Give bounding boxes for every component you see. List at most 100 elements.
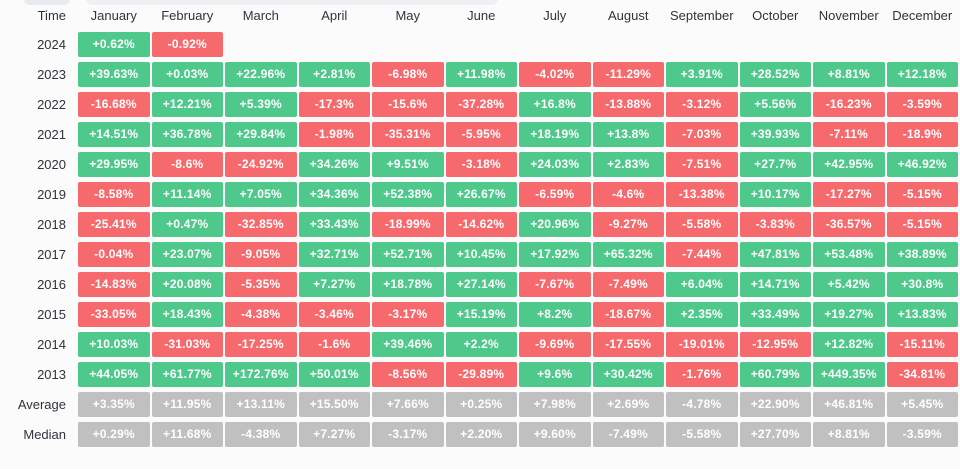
return-cell: -8.56% bbox=[372, 362, 444, 387]
return-cell: +44.05% bbox=[78, 362, 150, 387]
row-label: 2020 bbox=[37, 157, 66, 172]
column-header: May bbox=[395, 8, 421, 23]
return-cell: -4.38% bbox=[225, 302, 297, 327]
return-cell: +7.66% bbox=[372, 392, 444, 417]
return-cell: +16.8% bbox=[519, 92, 591, 117]
return-cell: -7.51% bbox=[666, 152, 738, 177]
return-cell: -7.03% bbox=[666, 122, 738, 147]
return-cell: +10.45% bbox=[445, 242, 517, 267]
monthly-returns-heatmap: Time January February March April May June Jul… bbox=[0, 6, 958, 447]
column-header: February bbox=[161, 8, 214, 23]
column-header: March bbox=[242, 8, 279, 23]
return-cell: +61.77% bbox=[151, 362, 223, 387]
return-cell: -9.05% bbox=[225, 242, 297, 267]
return-cell: +8.81% bbox=[813, 62, 885, 87]
return-cell: -17.25% bbox=[225, 332, 297, 357]
return-cell: +22.90% bbox=[739, 392, 811, 417]
return-cell: -8.6% bbox=[151, 152, 223, 177]
return-cell: +13.8% bbox=[592, 122, 664, 147]
return-cell: +11.95% bbox=[151, 392, 223, 417]
return-cell: +46.81% bbox=[813, 392, 885, 417]
return-cell: -11.29% bbox=[592, 62, 664, 87]
return-cell: +15.19% bbox=[445, 302, 517, 327]
row-label: Median bbox=[23, 427, 66, 442]
return-cell: -13.38% bbox=[666, 182, 738, 207]
return-cell: +10.17% bbox=[739, 182, 811, 207]
return-cell: +172.76% bbox=[225, 362, 297, 387]
row-label: 2023 bbox=[37, 67, 66, 82]
return-cell: -36.57% bbox=[813, 212, 885, 237]
return-cell: +12.21% bbox=[151, 92, 223, 117]
return-cell: +18.78% bbox=[372, 272, 444, 297]
return-cell bbox=[519, 32, 591, 57]
return-cell: +5.39% bbox=[225, 92, 297, 117]
row-label: 2018 bbox=[37, 217, 66, 232]
return-cell: +39.93% bbox=[739, 122, 811, 147]
return-cell: +13.83% bbox=[886, 302, 958, 327]
return-cell: +13.11% bbox=[225, 392, 297, 417]
return-cell: +3.35% bbox=[78, 392, 150, 417]
return-cell: -1.98% bbox=[298, 122, 370, 147]
return-cell: -1.76% bbox=[666, 362, 738, 387]
return-cell: -1.6% bbox=[298, 332, 370, 357]
return-cell: -17.27% bbox=[813, 182, 885, 207]
return-cell: -18.67% bbox=[592, 302, 664, 327]
return-cell: -15.11% bbox=[886, 332, 958, 357]
return-cell: +23.07% bbox=[151, 242, 223, 267]
return-cell: +42.95% bbox=[813, 152, 885, 177]
return-cell bbox=[666, 32, 738, 57]
return-cell: +53.48% bbox=[813, 242, 885, 267]
return-cell: +14.51% bbox=[78, 122, 150, 147]
row-label: Average bbox=[17, 397, 66, 412]
return-cell: -15.6% bbox=[372, 92, 444, 117]
return-cell: -13.88% bbox=[592, 92, 664, 117]
row-label: 2014 bbox=[37, 337, 66, 352]
return-cell bbox=[740, 32, 812, 57]
return-cell: +38.89% bbox=[886, 242, 958, 267]
return-cell: -16.68% bbox=[78, 92, 150, 117]
return-cell: -24.92% bbox=[225, 152, 297, 177]
return-cell bbox=[372, 32, 444, 57]
column-header: January bbox=[90, 8, 137, 23]
return-cell: -4.78% bbox=[666, 392, 738, 417]
return-cell: -18.99% bbox=[372, 212, 444, 237]
return-cell bbox=[593, 32, 665, 57]
return-cell: +6.04% bbox=[666, 272, 738, 297]
return-cell: +52.71% bbox=[372, 242, 444, 267]
return-cell: -4.02% bbox=[519, 62, 591, 87]
return-cell: -6.59% bbox=[519, 182, 591, 207]
column-header: July bbox=[543, 8, 567, 23]
return-cell: -3.83% bbox=[739, 212, 811, 237]
return-cell: +50.01% bbox=[298, 362, 370, 387]
return-cell: +9.51% bbox=[372, 152, 444, 177]
return-cell: +8.81% bbox=[813, 422, 885, 447]
return-cell: -3.12% bbox=[666, 92, 738, 117]
return-cell: +11.68% bbox=[151, 422, 223, 447]
cut-off-pill-large bbox=[86, 0, 498, 5]
return-cell: +36.78% bbox=[151, 122, 223, 147]
return-cell: -34.81% bbox=[886, 362, 958, 387]
return-cell bbox=[446, 32, 518, 57]
return-cell: -6.98% bbox=[372, 62, 444, 87]
return-cell: -5.58% bbox=[666, 212, 738, 237]
return-cell: +33.49% bbox=[739, 302, 811, 327]
column-header: April bbox=[321, 8, 348, 23]
return-cell: +10.03% bbox=[78, 332, 150, 357]
return-cell: -5.15% bbox=[886, 212, 958, 237]
row-label: 2021 bbox=[37, 127, 66, 142]
return-cell: -16.23% bbox=[813, 92, 885, 117]
return-cell: -7.49% bbox=[592, 272, 664, 297]
row-label: 2013 bbox=[37, 367, 66, 382]
return-cell: +449.35% bbox=[813, 362, 885, 387]
return-cell: +2.69% bbox=[592, 392, 664, 417]
return-cell: +27.70% bbox=[739, 422, 811, 447]
return-cell: +0.03% bbox=[151, 62, 223, 87]
return-cell: -3.59% bbox=[886, 422, 958, 447]
return-cell: -3.18% bbox=[445, 152, 517, 177]
return-cell: -9.69% bbox=[519, 332, 591, 357]
return-cell: +0.62% bbox=[78, 32, 150, 57]
row-label: 2019 bbox=[37, 187, 66, 202]
column-header: June bbox=[467, 8, 496, 23]
return-cell: +11.14% bbox=[151, 182, 223, 207]
